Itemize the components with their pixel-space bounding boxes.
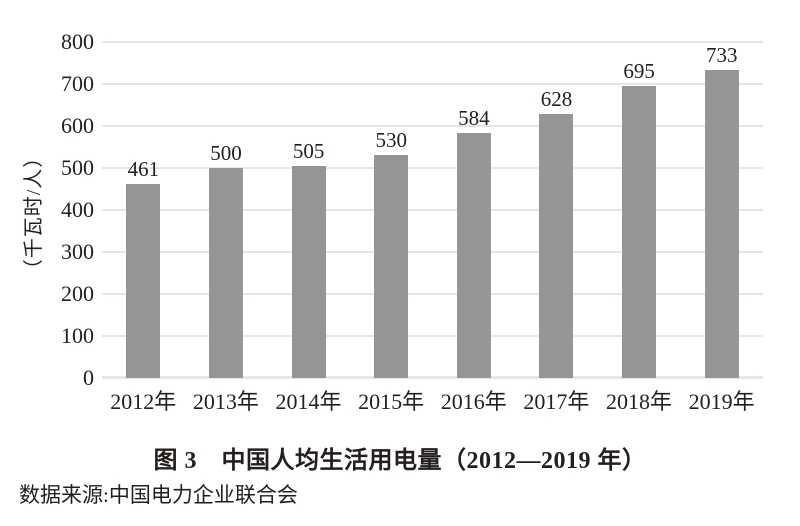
- bar: [126, 184, 161, 378]
- bar-value-label: 584: [458, 105, 490, 130]
- source-note: 数据来源:中国电力企业联合会: [19, 483, 298, 507]
- bar: [704, 70, 739, 378]
- x-tick-label: 2014年: [275, 389, 342, 414]
- y-tick-label: 0: [83, 365, 94, 390]
- x-tick-label: 2012年: [110, 389, 177, 414]
- gridline: [102, 209, 763, 211]
- bar: [622, 86, 657, 378]
- x-tick-label: 2015年: [358, 389, 425, 414]
- bar-value-label: 461: [127, 157, 160, 182]
- x-tick-label: 2013年: [192, 389, 259, 414]
- bar: [291, 165, 326, 378]
- bar-slot: 584: [433, 42, 516, 378]
- bar-slot: 733: [680, 42, 763, 378]
- y-tick-label: 200: [61, 281, 94, 306]
- bar-slot: 505: [267, 42, 350, 378]
- chart-title: 图 3 中国人均生活用电量（2012—2019 年）: [153, 448, 647, 474]
- x-axis: 2012年 2013年 2014年 2015年 2016年 2017年 2018年 2019年: [102, 388, 763, 418]
- y-tick-label: 500: [61, 155, 94, 180]
- y-tick-label: 800: [61, 29, 94, 54]
- y-tick-label: 100: [61, 323, 94, 348]
- bar-slot: 695: [598, 42, 681, 378]
- gridline: [102, 335, 763, 337]
- bar: [374, 155, 409, 378]
- gridline: [102, 41, 763, 43]
- gridline: [102, 83, 763, 85]
- plot-area: 461 500 505 530 584 628 695 733: [102, 41, 763, 379]
- gridline: [102, 125, 763, 127]
- bar: [539, 114, 574, 378]
- x-tick-label: 2018年: [606, 389, 673, 414]
- gridline: [102, 376, 763, 379]
- bar-slot: 530: [350, 42, 433, 378]
- y-axis: 0 100 200 300 400 500 600 700 800: [0, 0, 96, 420]
- x-tick-label: 2019年: [688, 389, 755, 414]
- x-tick-label: 2017年: [523, 389, 590, 414]
- gridline: [102, 251, 763, 253]
- gridline: [102, 293, 763, 295]
- bar-slot: 500: [185, 42, 268, 378]
- bar-value-label: 530: [375, 128, 407, 153]
- gridline: [102, 167, 763, 169]
- bar: [208, 168, 243, 378]
- bar-slot: 461: [102, 42, 185, 378]
- bar-value-label: 733: [705, 43, 738, 68]
- x-tick-label: 2016年: [440, 389, 507, 414]
- y-tick-label: 700: [61, 71, 94, 96]
- bar: [456, 132, 491, 378]
- bar-value-label: 628: [540, 87, 573, 112]
- bar-slot: 628: [515, 42, 598, 378]
- bar-value-label: 500: [210, 141, 242, 165]
- bar-value-label: 695: [623, 59, 655, 84]
- y-tick-label: 600: [61, 113, 94, 138]
- bar-value-label: 505: [292, 138, 325, 163]
- y-tick-label: 300: [61, 239, 94, 264]
- y-tick-label: 400: [61, 197, 94, 222]
